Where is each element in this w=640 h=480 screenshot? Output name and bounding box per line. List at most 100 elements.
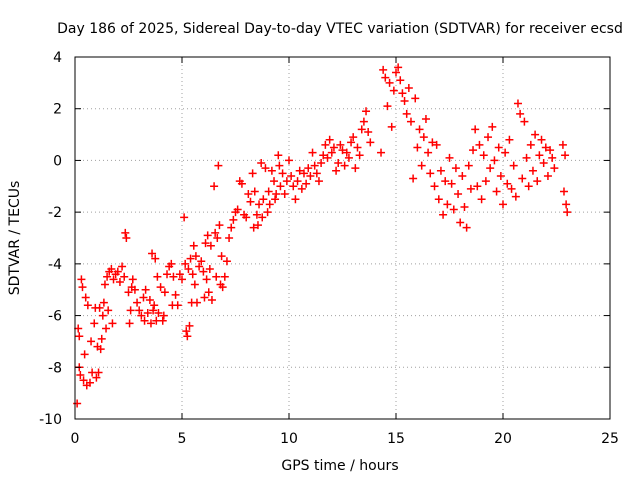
data-point (304, 164, 313, 173)
data-point (501, 148, 510, 157)
data-point (327, 148, 336, 157)
data-point (562, 200, 571, 209)
data-point (539, 159, 548, 168)
data-point (133, 298, 142, 307)
data-point (543, 171, 552, 180)
data-point (211, 228, 220, 237)
data-point (146, 319, 155, 328)
data-point (349, 133, 358, 142)
data-point (197, 257, 206, 266)
data-point (310, 161, 319, 170)
data-point (83, 301, 92, 310)
data-point (299, 169, 308, 178)
data-point (563, 208, 572, 217)
data-point (278, 169, 287, 178)
data-point (204, 288, 213, 297)
data-point (436, 166, 445, 175)
data-point (558, 140, 567, 149)
data-point (471, 125, 480, 134)
data-point (513, 99, 522, 108)
data-point (185, 321, 194, 330)
y-tick-label: 4 (53, 50, 62, 66)
x-tick-label: 15 (387, 431, 405, 447)
y-tick-label: -10 (39, 412, 62, 428)
data-point (135, 306, 144, 315)
data-point (458, 171, 467, 180)
data-point (357, 125, 366, 134)
data-point (449, 205, 458, 214)
data-point (546, 146, 555, 155)
data-point (321, 140, 330, 149)
data-point (325, 135, 334, 144)
data-point (362, 107, 371, 116)
data-point (456, 218, 465, 227)
data-point (156, 283, 165, 292)
data-point (526, 140, 535, 149)
data-point (202, 275, 211, 284)
data-point (366, 138, 375, 147)
data-point (250, 187, 259, 196)
x-tick-label: 20 (494, 431, 512, 447)
data-point (163, 270, 172, 279)
data-point (98, 311, 107, 320)
data-point (214, 161, 223, 170)
data-point (143, 308, 152, 317)
data-point (462, 223, 471, 232)
data-point (516, 109, 525, 118)
data-point (191, 252, 200, 261)
data-point (293, 177, 302, 186)
data-point (255, 200, 264, 209)
data-point (415, 125, 424, 134)
data-point (445, 153, 454, 162)
data-point (242, 213, 251, 222)
data-point (359, 117, 368, 126)
data-point (199, 267, 208, 276)
data-point (192, 298, 201, 307)
data-point (263, 208, 272, 217)
data-point (188, 270, 197, 279)
data-point (484, 133, 493, 142)
data-point (419, 133, 428, 142)
data-point (338, 146, 347, 155)
data-point (257, 159, 266, 168)
data-point (104, 306, 113, 315)
data-point (203, 231, 212, 240)
data-point (128, 275, 137, 284)
data-point (76, 371, 85, 380)
data-point (153, 272, 162, 281)
data-point (276, 182, 285, 191)
x-tick-label: 0 (71, 431, 80, 447)
data-point (430, 182, 439, 191)
data-point (139, 293, 148, 302)
data-point (271, 195, 280, 204)
data-point (108, 319, 117, 328)
data-point (336, 140, 345, 149)
data-point (218, 283, 227, 292)
data-point (229, 215, 238, 224)
data-point (81, 293, 90, 302)
data-point (167, 259, 176, 268)
data-point (428, 138, 437, 147)
data-point (244, 190, 253, 199)
data-point (319, 151, 328, 160)
data-point (439, 210, 448, 219)
data-point (107, 265, 116, 274)
data-point (206, 241, 215, 250)
data-point (113, 267, 122, 276)
data-point (385, 78, 394, 87)
data-point (329, 143, 338, 152)
data-points (73, 63, 572, 408)
data-point (215, 221, 224, 230)
data-point (80, 350, 89, 359)
data-point (151, 254, 160, 263)
data-point (541, 143, 550, 152)
data-point (342, 148, 351, 157)
data-point (154, 308, 163, 317)
data-point (561, 151, 570, 160)
data-point (518, 174, 527, 183)
data-point (421, 115, 430, 124)
data-point (295, 166, 304, 175)
data-point (353, 143, 362, 152)
data-point (524, 182, 533, 191)
data-point (220, 272, 229, 281)
